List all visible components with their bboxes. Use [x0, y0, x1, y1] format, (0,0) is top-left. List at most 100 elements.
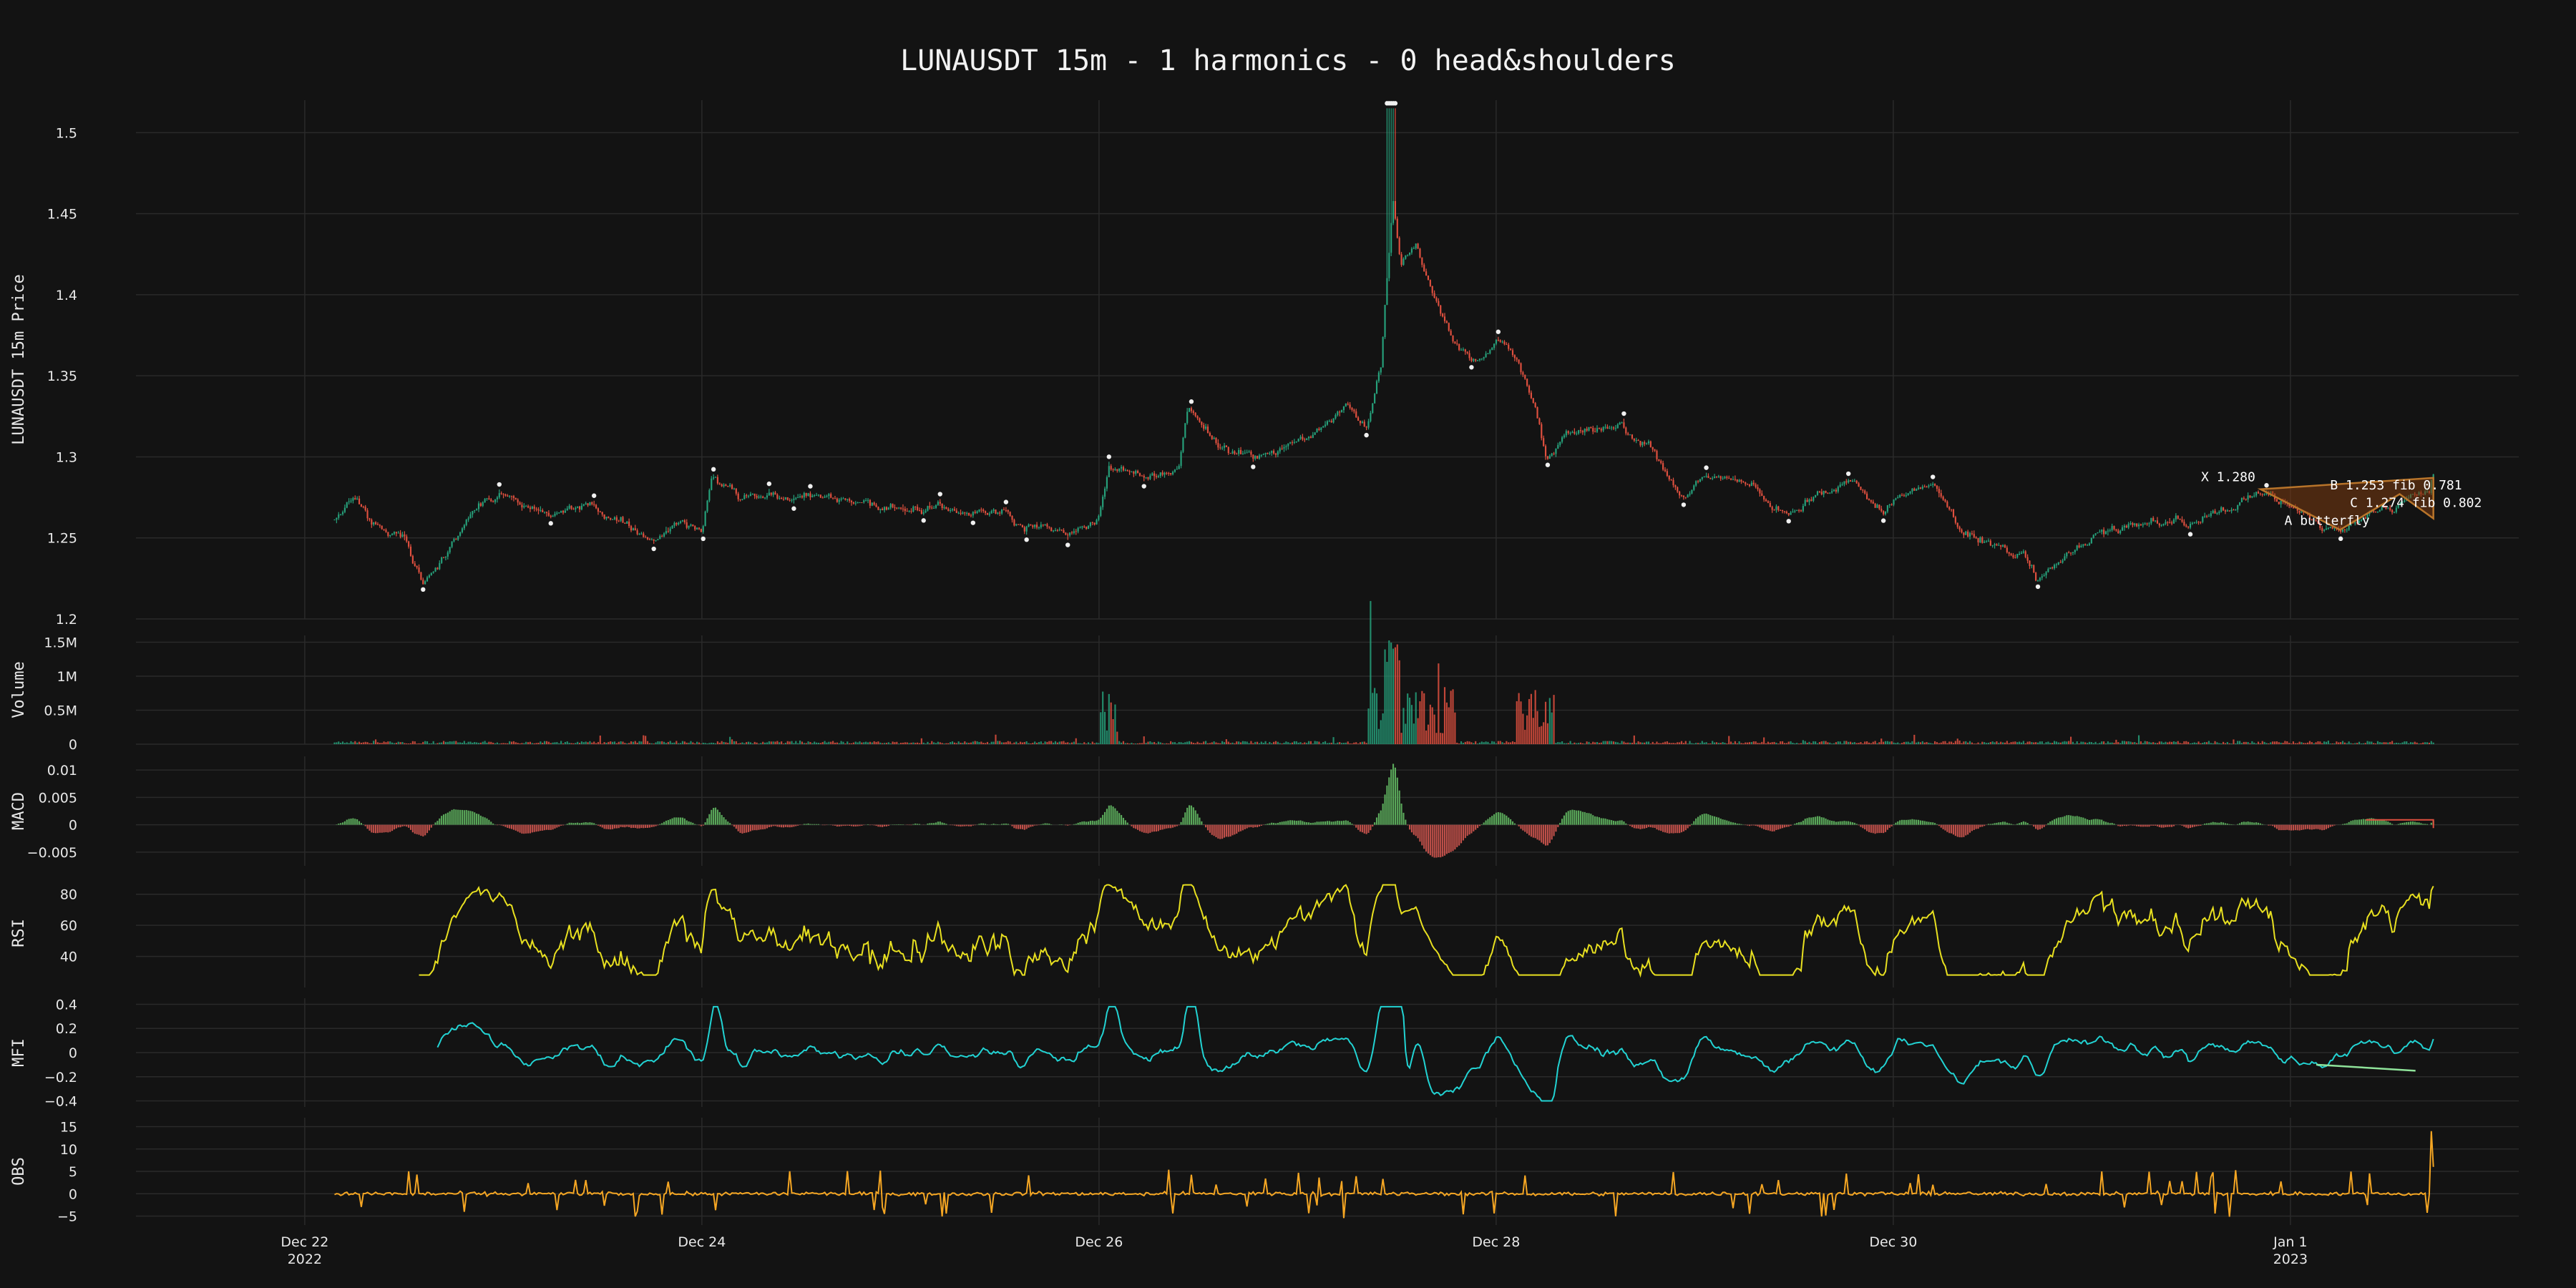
macd-bar — [1919, 820, 1922, 825]
candle-body — [1256, 456, 1259, 459]
candle-body — [1001, 509, 1003, 514]
volume-bar — [2294, 743, 2296, 744]
volume-bar — [2171, 741, 2173, 744]
macd-bar — [1649, 824, 1652, 828]
candle-body — [2205, 515, 2208, 517]
volume-bar — [521, 743, 523, 744]
macd-bar — [1269, 823, 1271, 825]
volume-bar — [2125, 741, 2127, 744]
candle-body — [1273, 450, 1275, 454]
volume-bar — [2313, 743, 2315, 744]
candle-body — [2072, 552, 2074, 553]
volume-bar — [1880, 738, 1883, 744]
macd-bar — [1501, 813, 1503, 825]
macd-bar — [2278, 824, 2280, 831]
macd-bar — [877, 824, 879, 827]
macd-bar — [1466, 824, 1468, 836]
macd-bar — [1221, 824, 1224, 839]
candle-body — [608, 517, 610, 518]
volume-bar — [1281, 743, 1283, 744]
candle-body — [1239, 449, 1242, 454]
candle-body — [854, 502, 857, 504]
pivot-low-dot — [921, 518, 926, 523]
macd-bar — [1938, 824, 1940, 826]
candle-body — [1480, 358, 1483, 360]
candle-body — [2078, 545, 2080, 547]
candle-body — [661, 536, 663, 537]
volume-bar — [832, 741, 834, 744]
volume-bar — [2408, 743, 2410, 744]
candle-body — [2035, 572, 2037, 581]
volume-bar — [821, 742, 824, 744]
candle-body — [1967, 531, 1969, 537]
macd-bar — [1149, 824, 1151, 833]
candle-body — [1299, 436, 1302, 439]
volume-bar — [476, 742, 478, 744]
volume-bar — [1413, 723, 1415, 744]
candle-body — [343, 507, 346, 512]
volume-bar — [1489, 743, 1491, 744]
mfi-divergence-line — [2316, 1063, 2416, 1072]
volume-bar — [1070, 742, 1073, 744]
volume-bar — [352, 742, 354, 744]
candle-body — [1487, 353, 1489, 355]
candle-body — [1178, 466, 1180, 469]
volume-bar — [2043, 743, 2045, 744]
macd-bar — [1913, 819, 1916, 825]
volume-bar — [2305, 743, 2307, 744]
macd-bar — [1421, 824, 1423, 846]
candle-body — [2327, 527, 2329, 529]
candle-body — [1989, 540, 1991, 546]
candle-body — [1450, 331, 1452, 336]
volume-bar — [1103, 711, 1106, 744]
candle-body — [1905, 495, 1907, 497]
macd-bar — [1559, 822, 1561, 825]
volume-bar — [957, 741, 960, 744]
candle-body — [680, 521, 682, 523]
macd-bar — [568, 822, 570, 825]
volume-bar — [1897, 742, 1899, 744]
candle-body — [2368, 512, 2371, 514]
macd-bar — [1137, 824, 1139, 830]
volume-bar — [2185, 741, 2187, 744]
macd-bar — [1952, 824, 1955, 835]
candle-body — [1728, 477, 1730, 479]
volume-bar — [2387, 742, 2389, 744]
candle-body — [1598, 428, 1600, 429]
volume-bar — [1699, 743, 1702, 744]
macd-bar — [741, 824, 743, 834]
macd-bar — [1279, 821, 1281, 825]
volume-bar — [364, 741, 366, 744]
volume-bar — [1375, 693, 1378, 744]
macd-bar — [352, 818, 354, 825]
macd-bar — [570, 822, 572, 825]
volume-bar — [2097, 743, 2099, 744]
volume-bar — [2263, 741, 2265, 744]
volume-bar — [2123, 741, 2125, 744]
macd-bar — [1330, 821, 1332, 825]
macd-bar — [912, 824, 914, 825]
macd-bar — [2167, 824, 2169, 827]
candle-body — [360, 504, 362, 507]
volume-bar — [1895, 743, 1897, 744]
volume-bar — [1040, 741, 1042, 744]
volume-bar — [718, 742, 721, 744]
macd-bar — [1757, 824, 1759, 826]
volume-bar — [716, 741, 718, 744]
macd-bar — [1375, 817, 1378, 825]
macd-bar — [1209, 824, 1211, 833]
volume-bar — [608, 741, 610, 744]
volume-bar — [615, 743, 618, 744]
candle-body — [1159, 472, 1161, 477]
candle-body — [1050, 527, 1053, 532]
volume-bar — [882, 743, 884, 744]
macd-bar — [1246, 824, 1248, 829]
pivot-dots — [421, 101, 2343, 592]
candle-body — [399, 532, 401, 537]
macd-bar — [1388, 777, 1390, 825]
volume-bar — [1468, 741, 1470, 744]
candle-body — [1309, 436, 1312, 438]
volume-bar — [1672, 743, 1674, 744]
volume-bar — [2107, 741, 2109, 744]
candle-body — [935, 505, 937, 508]
